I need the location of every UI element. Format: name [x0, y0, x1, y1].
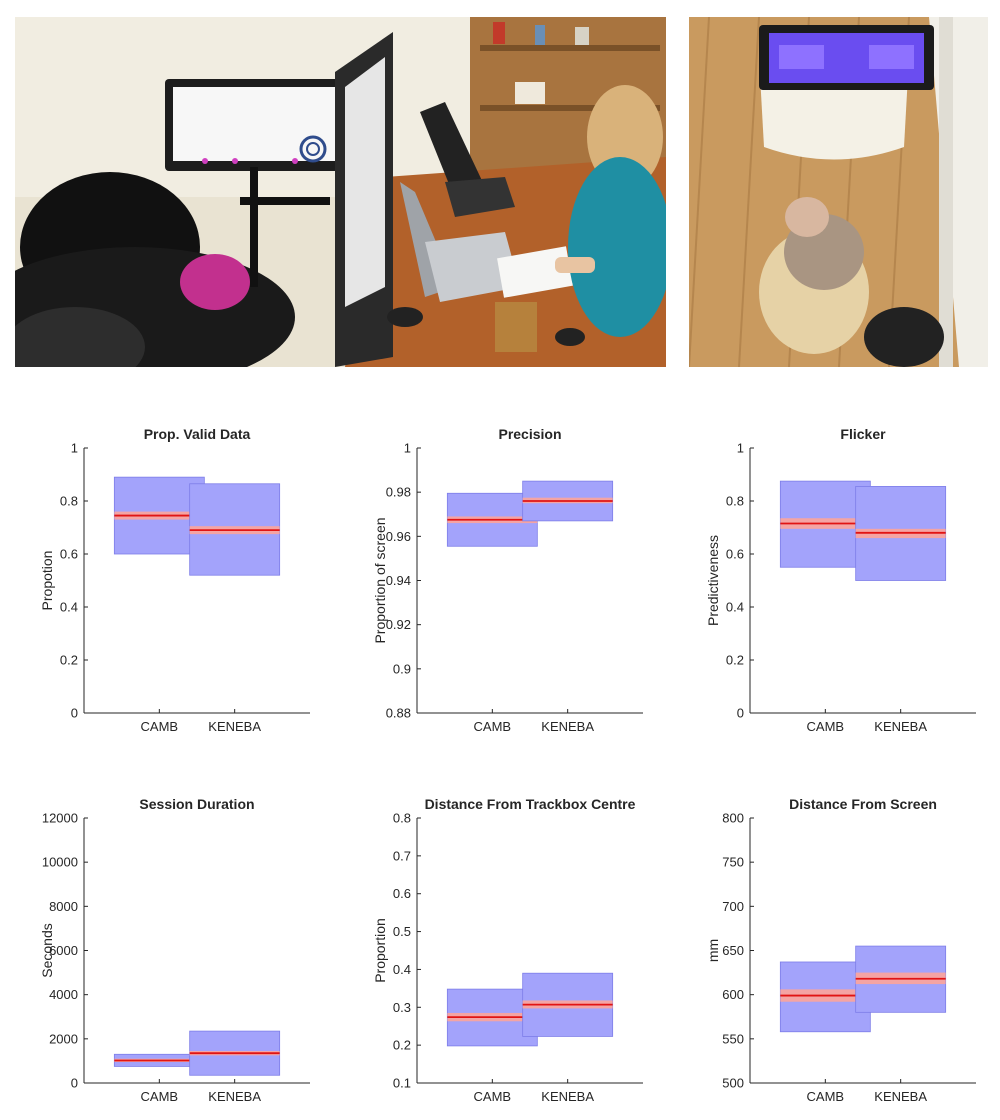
y-axis-label: Proportion: [372, 918, 388, 983]
y-tick-label: 0.2: [393, 1038, 411, 1053]
chart-flicker: Flicker Predictiveness 0 0.2 0.4 0.6 0.8 1 CAMB K…: [705, 426, 976, 734]
y-axis-label: Predictiveness: [705, 535, 721, 626]
y-tick-label: 1: [404, 441, 411, 456]
y-tick-label: 1: [737, 441, 744, 456]
chart-title: Distance From Trackbox Centre: [425, 796, 636, 812]
y-tick-label: 0.6: [393, 886, 411, 901]
y-tick-label: 6000: [49, 943, 78, 958]
y-tick-label: 0.7: [393, 848, 411, 863]
y-tick-label: 0.2: [726, 653, 744, 668]
y-tick-label: 0.92: [386, 617, 411, 632]
chart-title: Flicker: [840, 426, 886, 442]
y-tick-label: 0.8: [60, 494, 78, 509]
y-tick-label: 700: [722, 899, 744, 914]
y-tick-label: 0.6: [726, 547, 744, 562]
chart-distance-from-screen: Distance From Screen mm 500 550 600 650 700 750…: [705, 796, 976, 1104]
y-tick-label: 0.1: [393, 1076, 411, 1091]
y-tick-label: 0.4: [726, 600, 744, 615]
x-tick-label-camb: CAMB: [141, 1089, 179, 1104]
y-tick-label: 0.2: [60, 653, 78, 668]
y-axis-label: mm: [705, 939, 721, 962]
y-tick-label: 0.98: [386, 485, 411, 500]
chart-title: Session Duration: [139, 796, 254, 812]
lab-setup-photo: [15, 17, 666, 367]
y-tick-label: 0.8: [726, 494, 744, 509]
x-tick-label-keneba: KENEBA: [208, 719, 261, 734]
y-tick-label: 500: [722, 1076, 744, 1091]
y-tick-label: 0: [737, 706, 744, 721]
y-tick-label: 0: [71, 1076, 78, 1091]
chart-precision: Precision Proportion of screen 0.88 0.9 0.92…: [372, 426, 643, 734]
x-tick-label-camb: CAMB: [474, 719, 512, 734]
y-tick-label: 800: [722, 811, 744, 826]
y-tick-label: 0.3: [393, 1000, 411, 1015]
y-tick-label: 0.9: [393, 661, 411, 676]
y-tick-label: 0.96: [386, 529, 411, 544]
home-setup-photo: [689, 17, 988, 367]
x-tick-label-camb: CAMB: [807, 719, 845, 734]
y-tick-label: 600: [722, 987, 744, 1002]
y-axis-label: Seconds: [39, 923, 55, 977]
y-tick-label: 12000: [42, 811, 78, 826]
y-tick-label: 0.5: [393, 924, 411, 939]
x-tick-label-keneba: KENEBA: [541, 1089, 594, 1104]
x-tick-label-camb: CAMB: [474, 1089, 512, 1104]
x-tick-label-camb: CAMB: [807, 1089, 845, 1104]
chart-title: Precision: [498, 426, 561, 442]
y-tick-label: 0: [71, 706, 78, 721]
chart-distance-trackbox-centre: Distance From Trackbox Centre Proportion 0…: [372, 796, 643, 1104]
y-tick-label: 0.8: [393, 811, 411, 826]
y-axis-label: Proportion of screen: [372, 517, 388, 643]
y-axis-label: Propotion: [39, 551, 55, 611]
x-tick-label-keneba: KENEBA: [208, 1089, 261, 1104]
x-tick-label-keneba: KENEBA: [541, 719, 594, 734]
y-tick-label: 0.6: [60, 547, 78, 562]
y-tick-label: 0.4: [393, 962, 411, 977]
y-tick-label: 8000: [49, 899, 78, 914]
chart-prop-valid-data: Prop. Valid Data Propotion 0 0.2 0.4 0.6 0.8 1 C…: [39, 426, 310, 734]
y-tick-label: 0.4: [60, 600, 78, 615]
y-tick-label: 10000: [42, 855, 78, 870]
chart-session-duration: Session Duration Seconds 0 2000 4000 6000 8000…: [39, 796, 310, 1104]
y-tick-label: 0.94: [386, 573, 411, 588]
chart-title: Distance From Screen: [789, 796, 937, 812]
x-tick-label-keneba: KENEBA: [874, 1089, 927, 1104]
y-tick-label: 0.88: [386, 706, 411, 721]
chart-title: Prop. Valid Data: [144, 426, 251, 442]
y-tick-label: 550: [722, 1031, 744, 1046]
y-tick-label: 1: [71, 441, 78, 456]
y-tick-label: 750: [722, 855, 744, 870]
y-tick-label: 4000: [49, 987, 78, 1002]
y-tick-label: 650: [722, 943, 744, 958]
x-tick-label-camb: CAMB: [141, 719, 179, 734]
x-tick-label-keneba: KENEBA: [874, 719, 927, 734]
y-tick-label: 2000: [49, 1031, 78, 1046]
